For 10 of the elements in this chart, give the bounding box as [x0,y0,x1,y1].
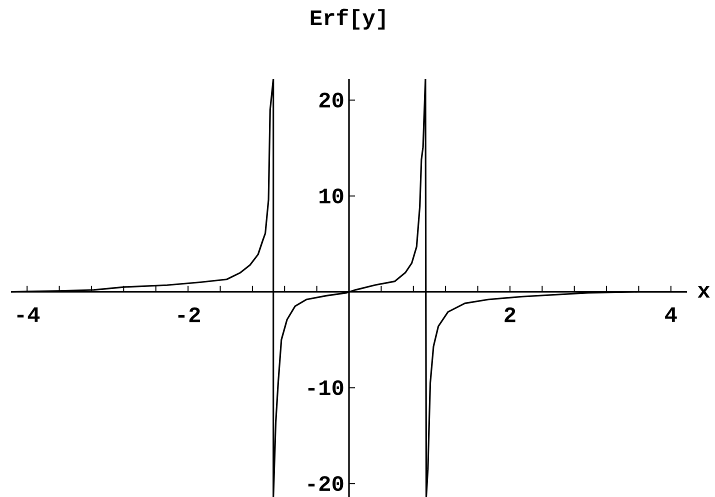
x-tick-label: -2 [178,307,200,322]
x-axis-title: x [698,286,710,298]
x-tick-label: -4 [17,307,40,322]
y-tick-label: 10 [320,188,344,204]
chart-title: Erf[y] [310,8,385,30]
y-tick-label: -10 [308,380,344,396]
x-tick-label: 4 [665,307,677,322]
y-tick-label: -20 [308,476,344,492]
y-tick-label: 20 [319,92,344,108]
x-tick-label: 2 [504,307,516,322]
